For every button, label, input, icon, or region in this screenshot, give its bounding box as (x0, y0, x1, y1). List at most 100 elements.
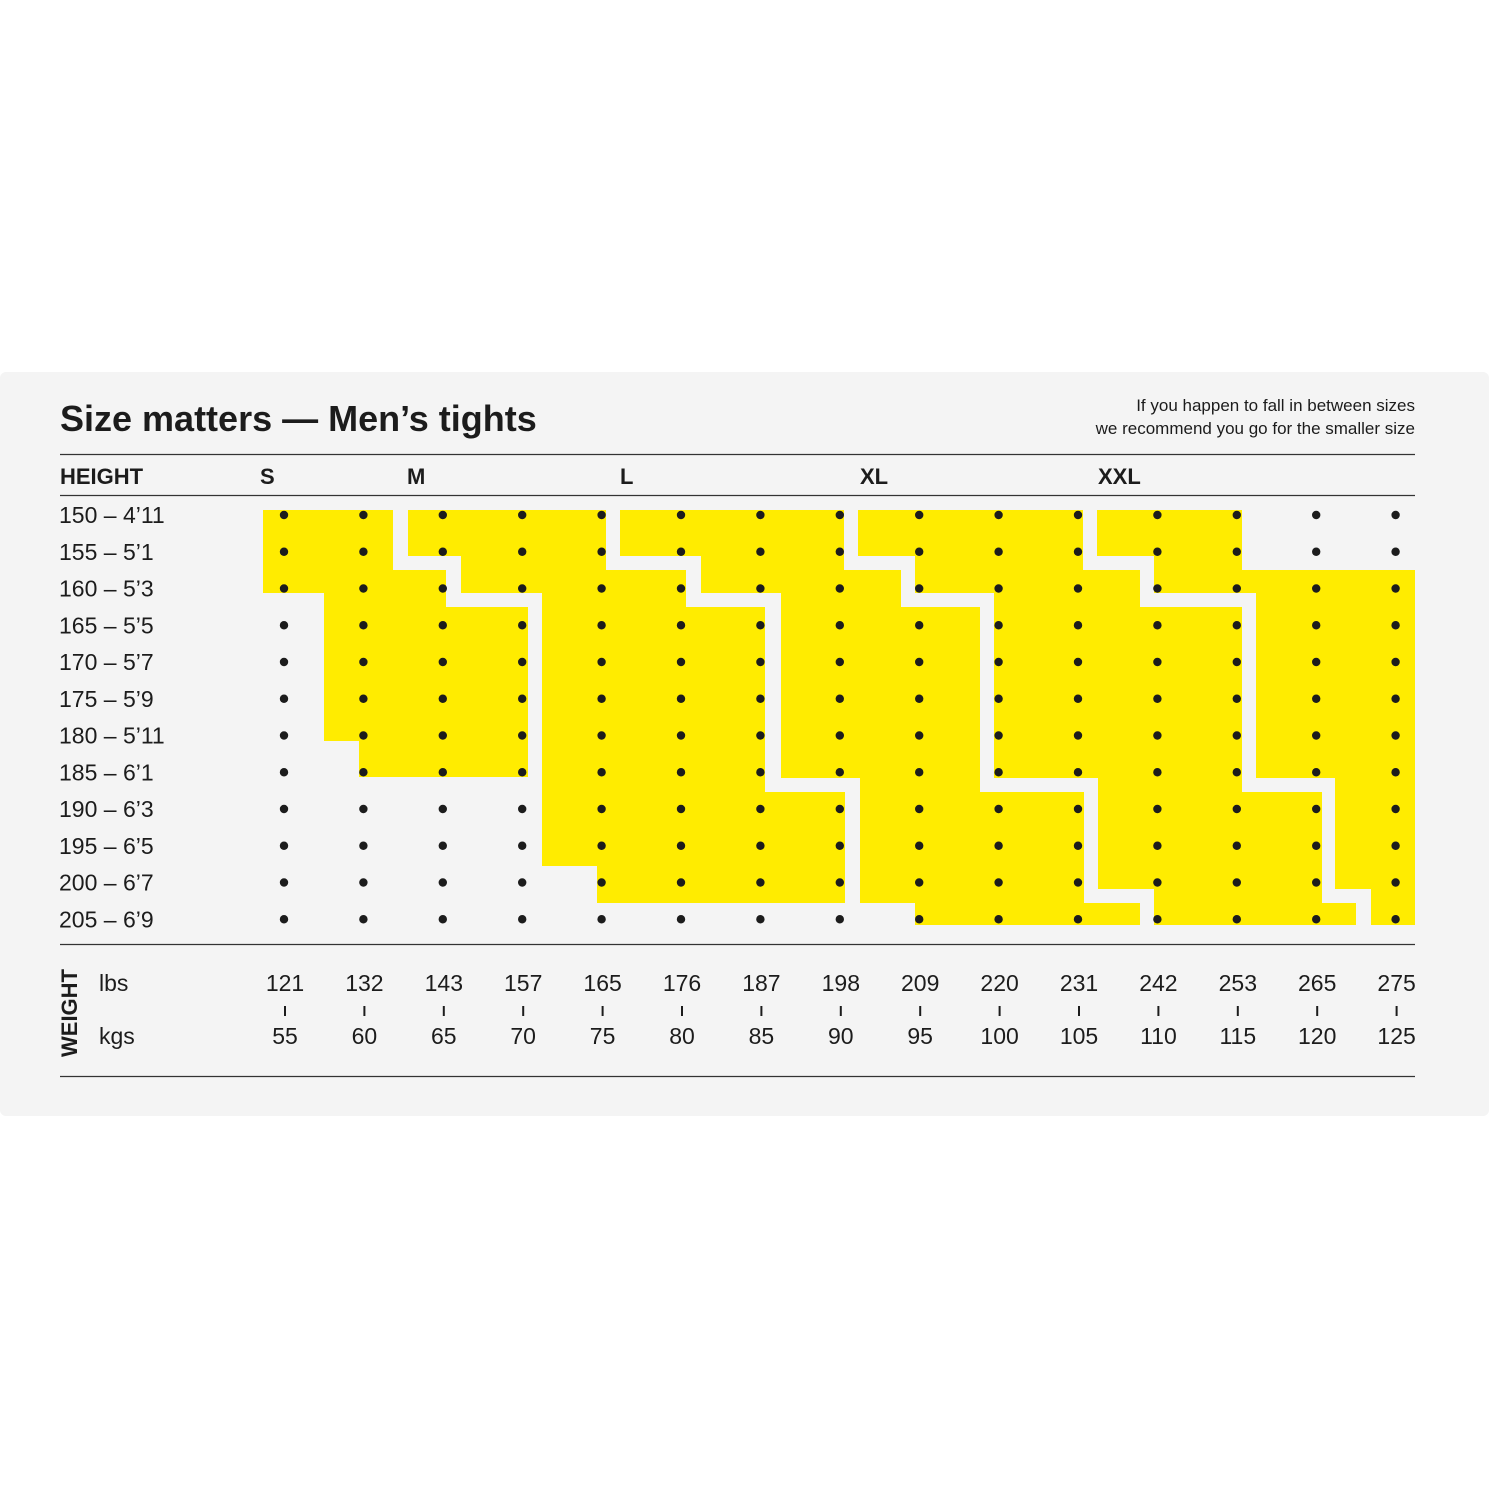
grid-dot (1391, 621, 1400, 630)
grid-dot (1312, 510, 1321, 520)
grid-dot (676, 804, 686, 814)
grid-dot (359, 841, 368, 850)
grid-dot (1153, 657, 1162, 667)
grid-dot (279, 878, 289, 887)
grid-dot (438, 841, 447, 850)
grid-dot (915, 694, 924, 703)
grid-dot (518, 768, 527, 777)
grid-dot (1153, 915, 1162, 924)
grid-dot (1391, 804, 1400, 814)
grid-dot (438, 584, 447, 593)
grid-dot (1153, 694, 1162, 703)
kgs-tick-label: 120 (1298, 1023, 1336, 1049)
grid-dot (756, 841, 765, 850)
grid-dot (518, 510, 527, 520)
grid-dot (597, 841, 606, 850)
size-region-m (408, 510, 845, 903)
height-header: HEIGHT (60, 464, 144, 489)
grid-dot (279, 915, 289, 924)
grid-dot (279, 768, 289, 777)
grid-dot (359, 768, 368, 777)
grid-dot (359, 878, 368, 887)
grid-dot (1312, 621, 1321, 630)
grid-dot (1232, 584, 1242, 593)
note-line-2: we recommend you go for the smaller size (1095, 419, 1415, 438)
grid-dot (1073, 657, 1083, 667)
grid-dot (756, 804, 765, 814)
grid-dot (994, 841, 1003, 850)
grid-dot (359, 915, 368, 924)
kgs-tick-label: 90 (828, 1023, 854, 1049)
grid-dot (359, 731, 368, 740)
grid-dot (1073, 510, 1083, 520)
grid-dot (597, 804, 606, 814)
grid-dot (835, 621, 844, 630)
grid-dot (1232, 510, 1242, 520)
lbs-tick-label: 242 (1139, 970, 1177, 996)
grid-dot (1232, 768, 1242, 777)
grid-dot (994, 915, 1003, 924)
grid-dot (597, 731, 606, 740)
lbs-tick-label: 187 (742, 970, 780, 996)
grid-dot (915, 804, 924, 814)
grid-dot (279, 510, 289, 520)
lbs-tick-label: 143 (425, 970, 463, 996)
grid-dot (835, 694, 844, 703)
grid-dot (438, 694, 447, 703)
grid-dot (994, 878, 1003, 887)
grid-dot (915, 621, 924, 630)
grid-dot (994, 547, 1003, 556)
grid-dot (1153, 621, 1162, 630)
grid-dot (915, 584, 924, 593)
grid-dot (835, 804, 844, 814)
grid-dot (1312, 768, 1321, 777)
grid-dot (915, 878, 924, 887)
lbs-tick-label: 121 (266, 970, 304, 996)
kgs-tick-label: 105 (1060, 1023, 1098, 1049)
grid-dot (597, 621, 606, 630)
grid-dot (835, 547, 844, 556)
height-label: 170 – 5’7 (59, 649, 154, 675)
grid-dot (1153, 510, 1162, 520)
grid-dot (835, 768, 844, 777)
grid-dot (1232, 915, 1242, 924)
grid-dot (1073, 841, 1083, 850)
grid-dot (994, 768, 1003, 777)
kgs-tick-label: 110 (1140, 1023, 1177, 1049)
grid-dot (518, 804, 527, 814)
kgs-tick-label: 60 (352, 1023, 378, 1049)
grid-dot (994, 694, 1003, 703)
grid-dot (1312, 915, 1321, 924)
grid-dot (835, 657, 844, 667)
grid-dot (279, 547, 289, 556)
lbs-tick-label: 176 (663, 970, 701, 996)
grid-dot (676, 841, 686, 850)
grid-dot (279, 841, 289, 850)
grid-dot (835, 584, 844, 593)
grid-dot (597, 657, 606, 667)
grid-dot (518, 841, 527, 850)
kgs-tick-label: 75 (590, 1023, 616, 1049)
grid-dot (1391, 547, 1400, 556)
chart-title: Size matters — Men’s tights (60, 398, 537, 439)
grid-dot (676, 915, 686, 924)
height-label: 150 – 4’11 (59, 502, 165, 528)
grid-dot (597, 768, 606, 777)
grid-dot (1073, 547, 1083, 556)
grid-dot (756, 915, 765, 924)
grid-dot (279, 804, 289, 814)
grid-dot (915, 510, 924, 520)
kgs-tick-label: 80 (669, 1023, 695, 1049)
lbs-tick-label: 275 (1377, 970, 1415, 996)
size-label-m: M (407, 464, 425, 489)
grid-dot (1153, 878, 1162, 887)
grid-dot (915, 915, 924, 924)
grid-dot (279, 694, 289, 703)
grid-dot (518, 584, 527, 593)
grid-dot (1232, 731, 1242, 740)
kgs-tick-label: 100 (980, 1023, 1018, 1049)
grid-dot (676, 731, 686, 740)
grid-dot (676, 768, 686, 777)
lbs-tick-label: 132 (345, 970, 383, 996)
